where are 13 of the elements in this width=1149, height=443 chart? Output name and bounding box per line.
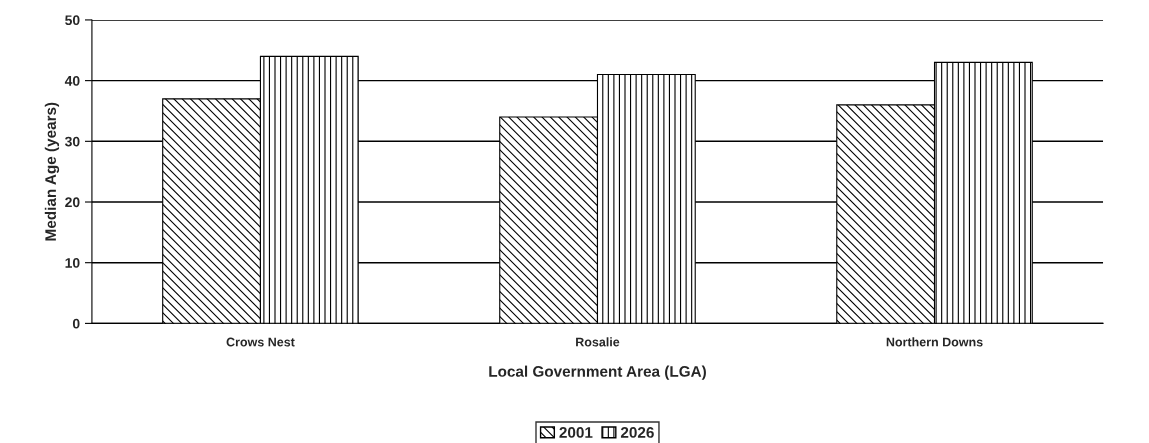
legend-label: 2026 xyxy=(620,427,654,438)
y-tick-label: 10 xyxy=(65,258,80,268)
y-tick-label: 50 xyxy=(65,15,80,26)
y-tick-label: 30 xyxy=(64,136,80,147)
x-tick-label: Rosalie xyxy=(576,337,620,347)
y-tick-label: 40 xyxy=(64,75,80,86)
x-tick-label: Northern Downs xyxy=(886,337,983,347)
y-axis-title: Median Age (years) xyxy=(44,102,60,241)
y-tick-label: 20 xyxy=(65,197,80,208)
x-axis-title: Local Government Area (LGA) xyxy=(489,365,706,380)
x-tick-label: Crows Nest xyxy=(226,337,295,347)
legend-label: 2001 xyxy=(559,427,593,438)
y-tick-label: 0 xyxy=(72,318,80,329)
